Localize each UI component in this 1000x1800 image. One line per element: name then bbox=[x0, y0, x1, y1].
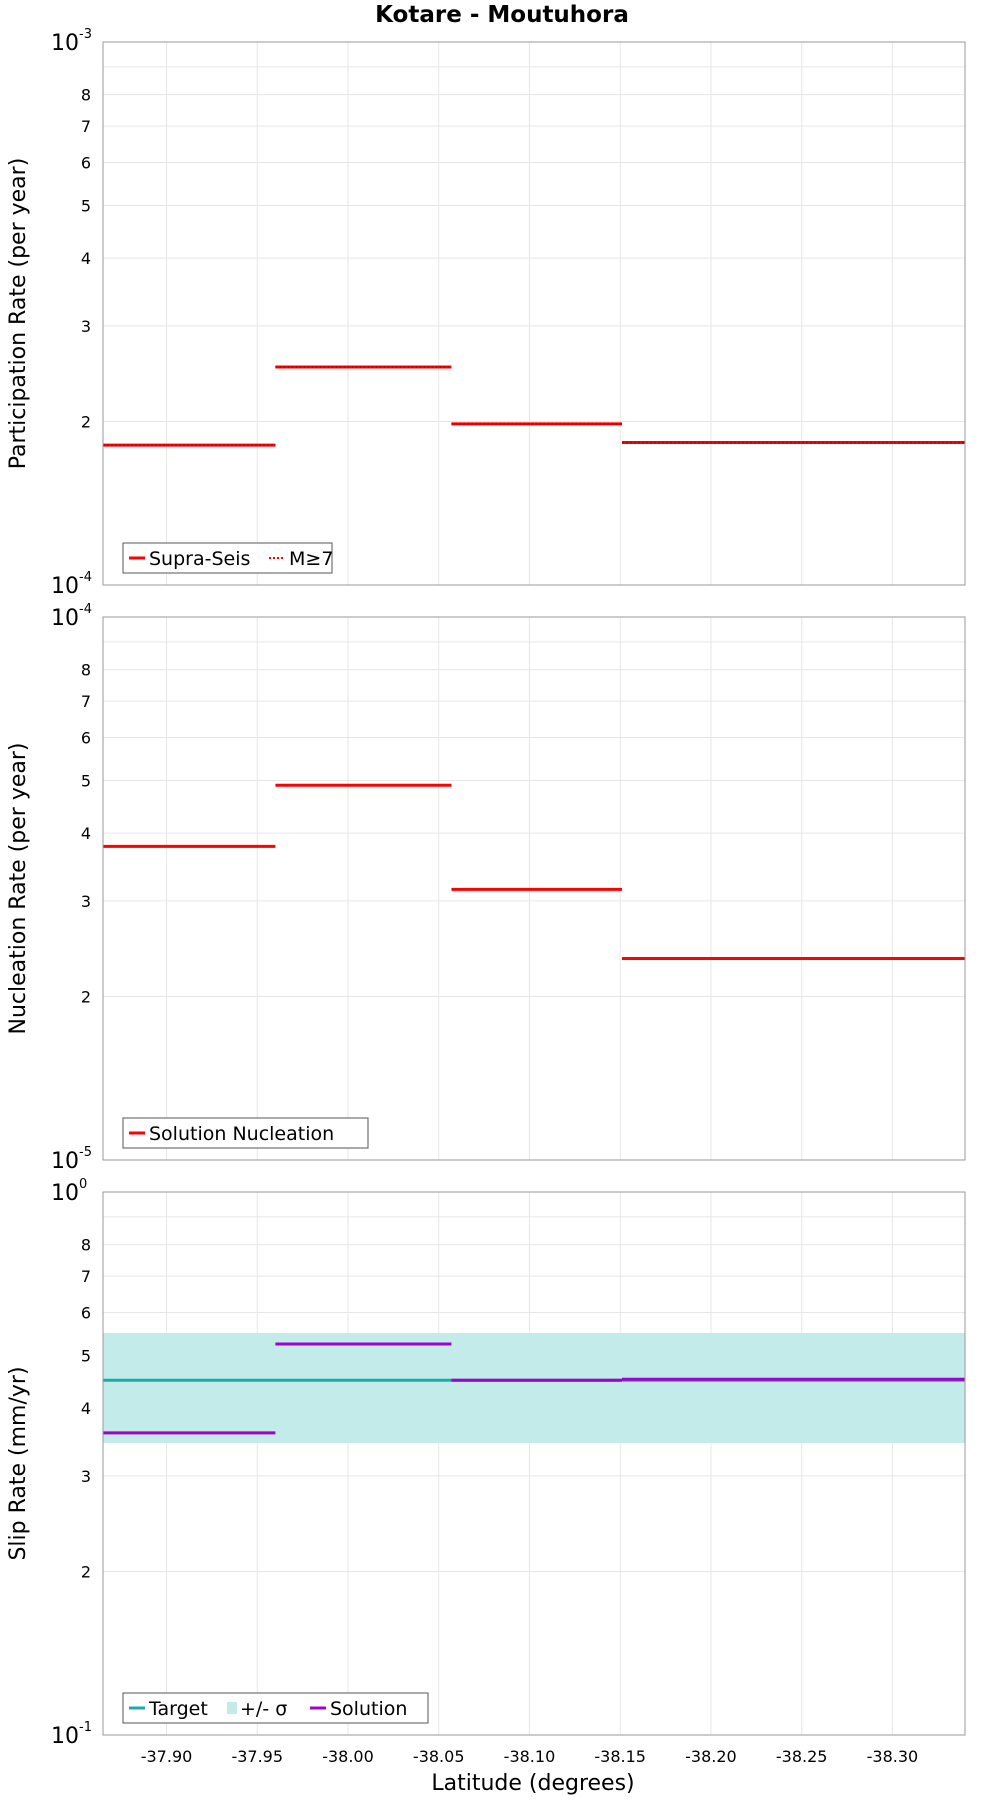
y-tick-label: 2 bbox=[81, 1563, 91, 1582]
x-tick-label: -38.10 bbox=[504, 1747, 556, 1766]
y-max-label: 10 bbox=[51, 1181, 79, 1206]
y-tick-label: 7 bbox=[81, 117, 91, 136]
y-tick-label: 4 bbox=[81, 249, 91, 268]
legend: Supra-Seis M≥7 bbox=[122, 542, 333, 574]
y-tick-label: 6 bbox=[81, 1303, 91, 1322]
legend-label: Supra-Seis bbox=[149, 548, 250, 570]
y-axis-label: Nucleation Rate (per year) bbox=[6, 743, 31, 1035]
x-tick-label: -38.30 bbox=[867, 1747, 919, 1766]
x-axis-label: Latitude (degrees) bbox=[431, 1771, 634, 1796]
legend: Solution Nucleation bbox=[122, 1117, 369, 1149]
y-axis-label: Participation Rate (per year) bbox=[6, 158, 31, 470]
legend-label: Target bbox=[148, 1698, 208, 1720]
legend-box bbox=[122, 1692, 429, 1724]
y-tick-label: 2 bbox=[81, 988, 91, 1007]
plot-frame bbox=[102, 1191, 966, 1736]
y-max-label-exponent: -3 bbox=[79, 27, 92, 42]
x-tick-label: -38.00 bbox=[322, 1747, 374, 1766]
y-min-label: 10 bbox=[51, 574, 79, 599]
y-max-label: 10 bbox=[51, 31, 79, 56]
sigma-band bbox=[103, 1332, 965, 1443]
y-tick-label: 2 bbox=[81, 413, 91, 432]
y-min-label: 10 bbox=[51, 1149, 79, 1174]
y-tick-label: 4 bbox=[81, 824, 91, 843]
x-tick-label: -38.20 bbox=[685, 1747, 737, 1766]
y-tick-label: 8 bbox=[81, 1236, 91, 1255]
y-tick-label: 3 bbox=[81, 892, 91, 911]
y-min-label-exponent: -1 bbox=[79, 1720, 92, 1735]
legend-box bbox=[122, 1117, 369, 1149]
y-tick-label: 8 bbox=[81, 86, 91, 105]
x-tick-label: -38.15 bbox=[594, 1747, 646, 1766]
plot-frame bbox=[102, 616, 966, 1161]
y-tick-label: 3 bbox=[81, 317, 91, 336]
legend: Target +/- σ Solution bbox=[122, 1692, 429, 1724]
y-tick-label: 5 bbox=[81, 196, 91, 215]
x-tick-label: -37.90 bbox=[141, 1747, 193, 1766]
x-tick-label: -38.25 bbox=[776, 1747, 828, 1766]
y-min-label: 10 bbox=[51, 1724, 79, 1749]
y-tick-label: 3 bbox=[81, 1467, 91, 1486]
legend-label: M≥7 bbox=[289, 548, 333, 570]
y-max-label: 10 bbox=[51, 606, 79, 631]
y-max-label-exponent: -4 bbox=[79, 602, 92, 617]
plot-frame bbox=[102, 41, 966, 586]
y-tick-label: 6 bbox=[81, 728, 91, 747]
legend-box bbox=[122, 542, 333, 574]
legend-swatch bbox=[227, 1702, 237, 1714]
y-tick-label: 4 bbox=[81, 1399, 91, 1418]
y-tick-label: 5 bbox=[81, 1346, 91, 1365]
legend-label: Solution Nucleation bbox=[149, 1123, 334, 1145]
y-max-label-exponent: 0 bbox=[79, 1177, 87, 1192]
legend-label: +/- σ bbox=[240, 1698, 287, 1720]
x-tick-label: -38.05 bbox=[413, 1747, 465, 1766]
y-tick-label: 7 bbox=[81, 692, 91, 711]
y-tick-label: 7 bbox=[81, 1267, 91, 1286]
y-min-label-exponent: -5 bbox=[79, 1145, 92, 1160]
y-tick-label: 5 bbox=[81, 771, 91, 790]
legend-label: Solution bbox=[330, 1698, 407, 1720]
x-tick-label: -37.95 bbox=[231, 1747, 283, 1766]
y-tick-label: 8 bbox=[81, 661, 91, 680]
y-min-label-exponent: -4 bbox=[79, 570, 92, 585]
y-axis-label: Slip Rate (mm/yr) bbox=[6, 1366, 31, 1560]
chart-title: Kotare - Moutuhora bbox=[375, 2, 629, 28]
y-tick-label: 6 bbox=[81, 153, 91, 172]
